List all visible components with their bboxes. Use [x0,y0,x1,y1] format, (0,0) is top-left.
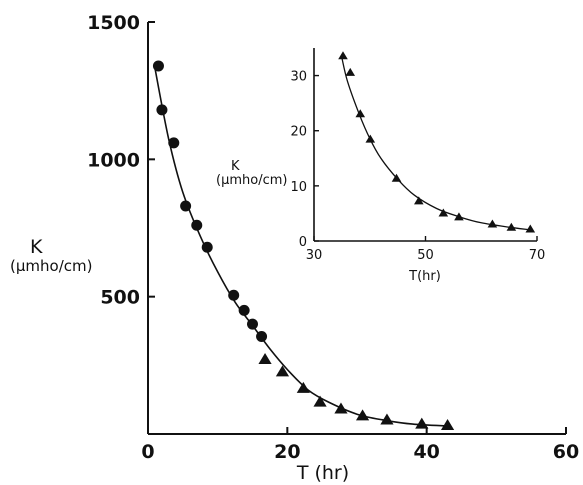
main-triangle-point [296,381,310,393]
main-triangle-point [313,395,327,407]
main-circle-point [228,289,240,301]
inset-triangle-point [506,222,517,231]
inset-tick-labels: 30 50 70 0 10 20 30 [290,70,545,263]
main-ylabel: K [30,236,43,258]
main-circle-point [191,219,203,231]
inset-triangle-point [438,208,449,217]
inset-x-tick-label: 70 [529,248,546,263]
inset-y-tick-label: 30 [290,70,307,85]
inset-triangle-point [355,109,366,118]
main-triangle-point [380,413,394,425]
inset-y-tick-label: 20 [290,125,307,140]
main-triangle-point [415,417,429,429]
inset-triangle-point [487,219,498,228]
inset-y-tick-label: 0 [299,235,307,250]
inset-x-tick-label: 30 [306,248,323,263]
inset-data-points [338,51,536,233]
inset-ylabel: K [231,159,240,174]
main-x-tick-label: 60 [553,441,579,463]
main-circle-point [247,318,258,330]
main-y-tick-label: 1500 [87,12,140,34]
main-circle-point [201,241,213,253]
main-triangle-point [440,418,455,430]
main-ticks [147,21,567,434]
main-x-tick-label: 20 [274,441,300,463]
main-x-tick-label: 0 [141,441,154,463]
main-triangle-point [334,402,348,414]
main-data-points [152,60,455,430]
main-x-tick-label: 40 [413,441,439,463]
main-triangle-point [355,409,370,421]
inset-y-tick-label: 10 [290,180,307,195]
inset-xlabel: T(hr) [408,269,441,284]
main-ylabel-unit: (μmho/cm) [10,257,92,275]
main-circle-point [168,137,180,149]
inset-chart: 30 50 70 0 10 20 30 K (μmho/cm) T(hr) [216,48,545,284]
inset-triangle-point [525,224,536,233]
main-circle-point [256,330,268,342]
inset-ticks [313,74,538,242]
inset-triangle-point [391,173,402,182]
inset-ylabel-unit: (μmho/cm) [216,173,287,188]
inset-triangle-point [414,196,424,205]
main-triangle-point [258,353,272,365]
inset-fit-curve [341,57,532,231]
main-circle-point [180,200,192,212]
main-y-tick-label: 1000 [87,149,140,171]
main-circle-point [156,104,168,116]
main-y-tick-label: 500 [100,287,140,309]
inset-x-tick-label: 50 [417,248,434,263]
main-circle-point [238,304,250,316]
main-triangle-point [275,365,290,377]
main-xlabel: T (hr) [296,462,349,484]
inset-triangle-point [454,212,464,221]
inset-triangle-point [345,67,356,76]
inset-triangle-point [338,51,348,60]
main-circle-point [152,60,164,72]
inset-triangle-point [365,134,376,143]
